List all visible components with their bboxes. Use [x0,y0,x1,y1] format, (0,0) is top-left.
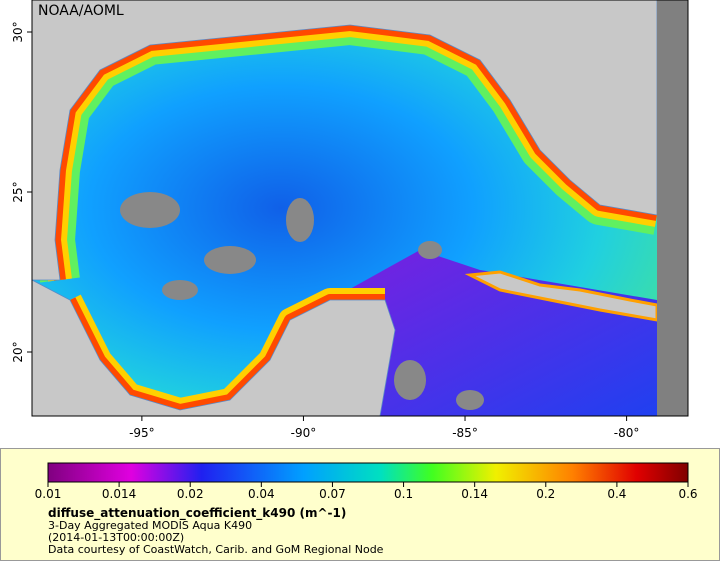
land-yucatan [32,279,396,416]
map-area [32,0,688,416]
lon-tick-label: -95° [129,426,155,440]
map-frame [31,0,689,417]
lon-tick-label: -85° [452,426,478,440]
lon-tick-label: -90° [291,426,317,440]
land-north [32,0,658,281]
colorbar-tick-label: 0.04 [248,487,275,501]
legend-variable: diffuse_attenuation_coefficient_k490 (m^… [48,506,346,521]
colorbar-tick-label: 0.2 [536,487,555,501]
legend-credit: Data courtesy of CoastWatch, Carib. and … [48,543,384,556]
no-data-strip [657,0,688,416]
colorbar-tick-label: 0.6 [678,487,697,501]
lat-tick-label: 25° [11,181,25,202]
colorbar-tick-label: 0.01 [35,487,62,501]
colorbar [47,462,689,483]
credit: NOAA/AOML [38,3,124,19]
legend-description: 3-Day Aggregated MODIS Aqua K490 [48,519,252,532]
credit-bg [34,2,130,22]
colorbar-tick-label: 0.014 [102,487,136,501]
colorbar-tick-label: 0.1 [394,487,413,501]
cloud-gaps [120,192,484,410]
colorbar-tick-label: 0.4 [607,487,626,501]
lon-tick-label: -80° [614,426,640,440]
legend-time: (2014-01-13T00:00:00Z) [48,531,184,544]
lat-tick-label: 20° [11,341,25,362]
colorbar-tick-label: 0.14 [461,487,488,501]
colorbar-tick-label: 0.07 [319,487,346,501]
lat-tick-label: 30° [11,21,25,42]
colorbar-tick-label: 0.02 [177,487,204,501]
